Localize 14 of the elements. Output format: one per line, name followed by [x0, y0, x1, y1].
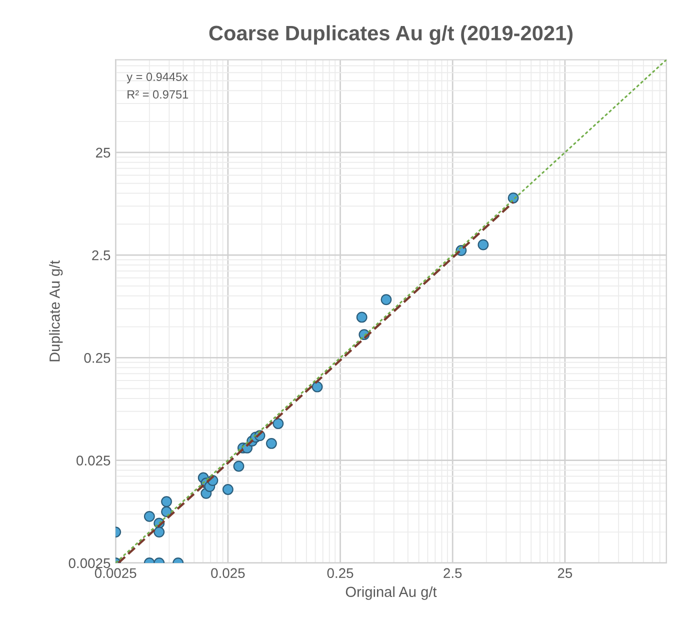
y-axis-title: Duplicate Au g/t [49, 260, 63, 362]
y-tick-label: 0.25 [84, 353, 110, 363]
y-tick-label: 0.0025 [68, 558, 110, 568]
x-tick-label: 25 [558, 568, 572, 578]
x-tick-label: 0.025 [211, 568, 245, 578]
annotation: R² = 0.9751 [128, 90, 188, 99]
y-tick-label: 25 [96, 148, 110, 158]
x-axis-title: Original Au g/t [346, 586, 437, 600]
y-tick-label: 2.5 [92, 250, 110, 260]
y-tick-label: 0.025 [76, 456, 110, 466]
x-tick-label: 2.5 [444, 568, 462, 578]
annotation: y = 0.9445x [126, 72, 188, 84]
chart-title: Coarse Duplicates Au g/t (2019-2021) [209, 25, 573, 45]
x-tick-label: 0.25 [327, 568, 354, 578]
